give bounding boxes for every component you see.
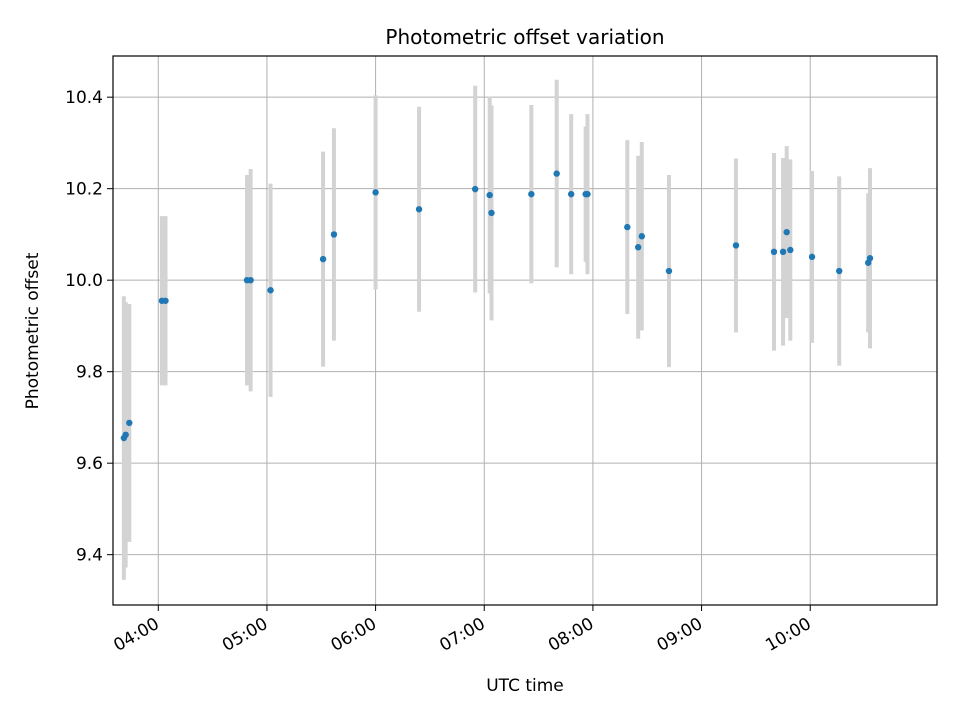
- y-tick-label: 9.6: [76, 454, 103, 474]
- data-point: [319, 255, 327, 263]
- y-tick-label: 10.0: [65, 271, 103, 291]
- data-point: [567, 190, 575, 198]
- data-point: [634, 244, 642, 251]
- data-points: [120, 170, 874, 442]
- data-point: [471, 185, 479, 193]
- data-point: [808, 253, 816, 261]
- data-point: [486, 191, 493, 199]
- chart-title: Photometric offset variation: [385, 25, 664, 49]
- data-point: [665, 267, 673, 275]
- data-point: [783, 228, 790, 236]
- y-tick-label: 9.8: [76, 363, 103, 383]
- data-point: [779, 248, 787, 256]
- data-point: [770, 248, 778, 256]
- data-point: [787, 246, 794, 254]
- y-axis-ticks: 9.4 9.6 9.8 10.0 10.2 10.4: [65, 88, 113, 566]
- data-point: [553, 170, 560, 177]
- data-point: [528, 190, 535, 198]
- data-point: [732, 242, 740, 249]
- y-tick-label: 10.4: [65, 88, 103, 108]
- data-point: [126, 419, 133, 427]
- data-point: [122, 431, 129, 439]
- data-point: [267, 287, 274, 294]
- data-point: [247, 276, 254, 284]
- plot-frame: [112, 55, 938, 606]
- data-point: [162, 297, 169, 304]
- data-point: [330, 231, 338, 238]
- x-axis-label: UTC time: [486, 676, 564, 696]
- y-tick-label: 9.4: [76, 546, 103, 566]
- data-point: [584, 190, 591, 198]
- data-point: [372, 189, 379, 196]
- data-point: [638, 233, 646, 240]
- data-point: [488, 209, 495, 217]
- data-point: [866, 255, 874, 262]
- data-point: [624, 223, 631, 231]
- y-axis-label: Photometric offset: [23, 252, 43, 409]
- y-tick-label: 10.2: [65, 180, 103, 200]
- data-point: [836, 267, 843, 275]
- data-point: [415, 206, 423, 213]
